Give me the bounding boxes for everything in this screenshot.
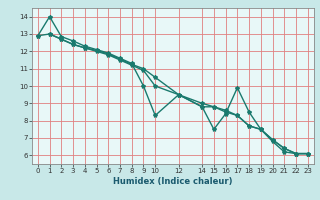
X-axis label: Humidex (Indice chaleur): Humidex (Indice chaleur) [113, 177, 233, 186]
